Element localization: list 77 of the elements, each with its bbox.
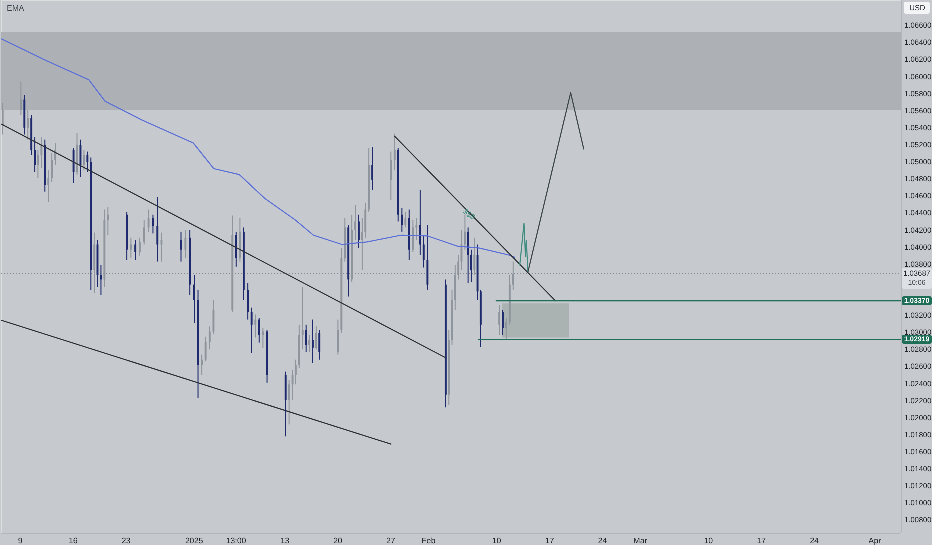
candlestick (318, 330, 321, 360)
candlestick (419, 190, 422, 256)
candlestick (100, 264, 102, 296)
candlestick (83, 150, 86, 172)
candlestick (148, 209, 150, 232)
candlestick (86, 151, 89, 173)
candlestick (235, 231, 238, 268)
candlestick (308, 334, 310, 353)
candlestick (254, 314, 257, 338)
candlestick (305, 324, 308, 353)
candlestick (204, 336, 207, 362)
candlestick (262, 328, 264, 348)
candlestick (247, 282, 250, 320)
candlestick (107, 206, 110, 236)
candlestick (27, 110, 30, 140)
line-series (519, 222, 529, 273)
candlestick (404, 212, 407, 228)
candlestick (498, 304, 501, 336)
candlestick (505, 318, 508, 341)
candlestick (312, 319, 314, 364)
x-tick-label: 10 (704, 536, 714, 546)
candlestick (502, 310, 504, 336)
candlestick (143, 220, 146, 246)
candlestick (467, 227, 470, 284)
x-tick-label: 13:00 (226, 536, 247, 546)
candlestick (138, 237, 141, 256)
x-tick-label: 10 (492, 536, 502, 546)
x-tick-label: 24 (810, 536, 820, 546)
candlestick (72, 148, 75, 184)
candlestick (194, 274, 196, 324)
candlestick (354, 205, 356, 241)
candlestick (184, 230, 187, 259)
candlestick (37, 150, 40, 179)
candlestick (422, 234, 425, 268)
candlestick (208, 326, 211, 350)
candlestick (201, 354, 204, 376)
candlestick (390, 151, 392, 201)
candlestick (250, 307, 253, 354)
candlestick (54, 142, 56, 166)
line-series (1, 38, 516, 258)
candlestick (130, 237, 132, 259)
candlestick (412, 220, 414, 253)
x-tick-label: Feb (422, 536, 436, 546)
x-tick-label: 27 (386, 536, 396, 546)
candlestick (212, 300, 215, 335)
candlestick (152, 214, 154, 234)
x-tick-label: 13 (280, 536, 290, 546)
x-tick-label: 16 (68, 536, 78, 546)
candlestick (258, 318, 260, 344)
x-tick-label: 2025 (185, 536, 204, 546)
candlestick (20, 81, 22, 116)
x-tick-label: Mar (634, 536, 648, 546)
x-tick-label: 17 (545, 536, 555, 546)
candlestick (48, 170, 50, 203)
candlestick (315, 326, 318, 350)
x-tick-label: 17 (757, 536, 767, 546)
candlestick (416, 218, 418, 241)
x-tick-label: 23 (122, 536, 132, 546)
candlestick (302, 286, 304, 350)
candlestick (337, 319, 340, 356)
candlestick (358, 214, 360, 249)
x-tick-label: 20 (334, 536, 344, 546)
candlestick (2, 102, 4, 136)
candlestick (156, 196, 159, 262)
candlestick (288, 380, 290, 426)
candlestick (394, 133, 396, 172)
x-tick-label: Apr (868, 536, 882, 546)
candlestick (372, 147, 374, 191)
candlestick (40, 136, 43, 168)
candlestick (51, 153, 54, 183)
x-tick-label: 24 (598, 536, 608, 546)
candlestick (401, 208, 404, 232)
candlestick (34, 136, 36, 173)
candlestick (160, 232, 163, 262)
annotation: EMA (7, 4, 25, 13)
candlestick (134, 240, 137, 261)
x-tick-label: 9 (18, 536, 24, 546)
